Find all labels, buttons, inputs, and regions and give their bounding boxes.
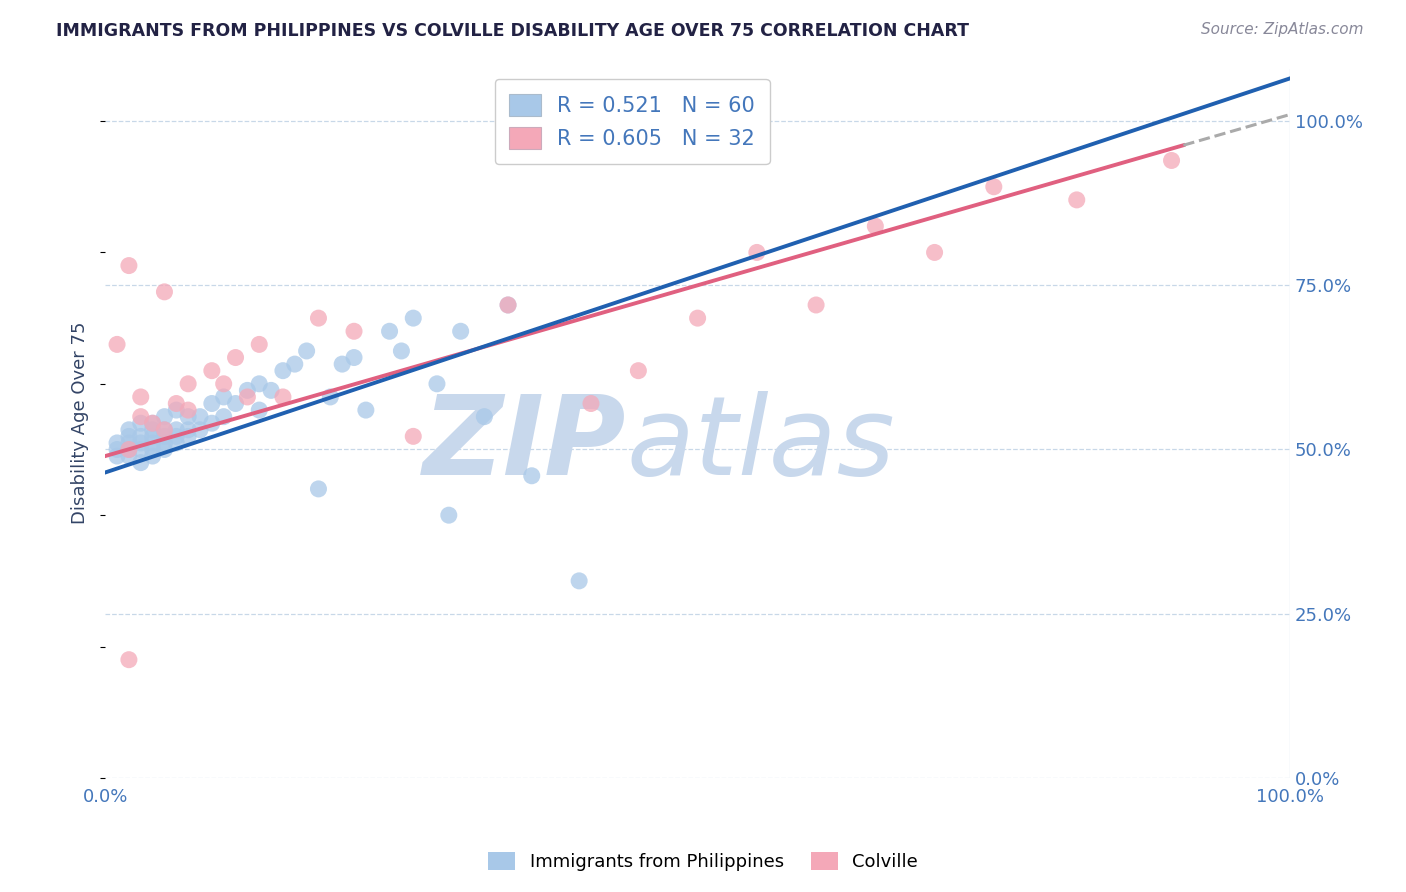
Point	[118, 653, 141, 667]
Point	[236, 390, 259, 404]
Point	[105, 337, 128, 351]
Point	[153, 423, 176, 437]
Point	[142, 442, 165, 457]
Point	[201, 396, 224, 410]
Text: atlas: atlas	[627, 391, 896, 498]
Point	[153, 442, 176, 457]
Point	[391, 343, 413, 358]
Point	[1066, 193, 1088, 207]
Point	[177, 423, 200, 437]
Point	[865, 219, 887, 234]
Point	[247, 403, 270, 417]
Point	[402, 311, 425, 326]
Point	[129, 456, 152, 470]
Point	[520, 468, 543, 483]
Point	[924, 245, 946, 260]
Point	[472, 409, 495, 424]
Point	[165, 396, 187, 410]
Point	[247, 376, 270, 391]
Point	[165, 429, 187, 443]
Point	[177, 409, 200, 424]
Legend: Immigrants from Philippines, Colville: Immigrants from Philippines, Colville	[481, 845, 925, 879]
Text: Source: ZipAtlas.com: Source: ZipAtlas.com	[1201, 22, 1364, 37]
Text: ZIP: ZIP	[423, 391, 627, 498]
Point	[188, 423, 211, 437]
Point	[177, 429, 200, 443]
Point	[1160, 153, 1182, 168]
Point	[745, 245, 768, 260]
Point	[496, 298, 519, 312]
Point	[153, 409, 176, 424]
Point	[142, 436, 165, 450]
Point	[142, 449, 165, 463]
Point	[165, 403, 187, 417]
Point	[153, 436, 176, 450]
Text: IMMIGRANTS FROM PHILIPPINES VS COLVILLE DISABILITY AGE OVER 75 CORRELATION CHART: IMMIGRANTS FROM PHILIPPINES VS COLVILLE …	[56, 22, 969, 40]
Point	[129, 390, 152, 404]
Point	[568, 574, 591, 588]
Point	[118, 442, 141, 457]
Y-axis label: Disability Age Over 75: Disability Age Over 75	[72, 322, 89, 524]
Point	[177, 376, 200, 391]
Legend: R = 0.521   N = 60, R = 0.605   N = 32: R = 0.521 N = 60, R = 0.605 N = 32	[495, 78, 769, 164]
Point	[496, 298, 519, 312]
Point	[105, 436, 128, 450]
Point	[129, 409, 152, 424]
Point	[284, 357, 307, 371]
Point	[686, 311, 709, 326]
Point	[188, 409, 211, 424]
Point	[118, 259, 141, 273]
Point	[105, 442, 128, 457]
Point	[319, 390, 342, 404]
Point	[260, 384, 283, 398]
Point	[212, 409, 235, 424]
Point	[225, 351, 247, 365]
Point	[118, 442, 141, 457]
Point	[343, 351, 366, 365]
Point	[105, 449, 128, 463]
Point	[295, 343, 318, 358]
Point	[236, 384, 259, 398]
Point	[118, 429, 141, 443]
Point	[271, 390, 294, 404]
Point	[129, 436, 152, 450]
Point	[142, 423, 165, 437]
Point	[118, 436, 141, 450]
Point	[579, 396, 602, 410]
Point	[153, 423, 176, 437]
Point	[378, 324, 401, 338]
Point	[118, 423, 141, 437]
Point	[212, 390, 235, 404]
Point	[212, 376, 235, 391]
Point	[177, 403, 200, 417]
Point	[437, 508, 460, 523]
Point	[343, 324, 366, 338]
Point	[330, 357, 353, 371]
Point	[225, 396, 247, 410]
Point	[402, 429, 425, 443]
Point	[627, 364, 650, 378]
Point	[165, 436, 187, 450]
Point	[153, 285, 176, 299]
Point	[129, 429, 152, 443]
Point	[129, 416, 152, 430]
Point	[450, 324, 472, 338]
Point	[271, 364, 294, 378]
Point	[804, 298, 827, 312]
Point	[153, 429, 176, 443]
Point	[247, 337, 270, 351]
Point	[142, 416, 165, 430]
Point	[142, 429, 165, 443]
Point	[308, 311, 330, 326]
Point	[201, 364, 224, 378]
Point	[354, 403, 377, 417]
Point	[118, 449, 141, 463]
Point	[308, 482, 330, 496]
Point	[165, 423, 187, 437]
Point	[201, 416, 224, 430]
Point	[983, 179, 1005, 194]
Point	[129, 442, 152, 457]
Point	[426, 376, 449, 391]
Point	[142, 416, 165, 430]
